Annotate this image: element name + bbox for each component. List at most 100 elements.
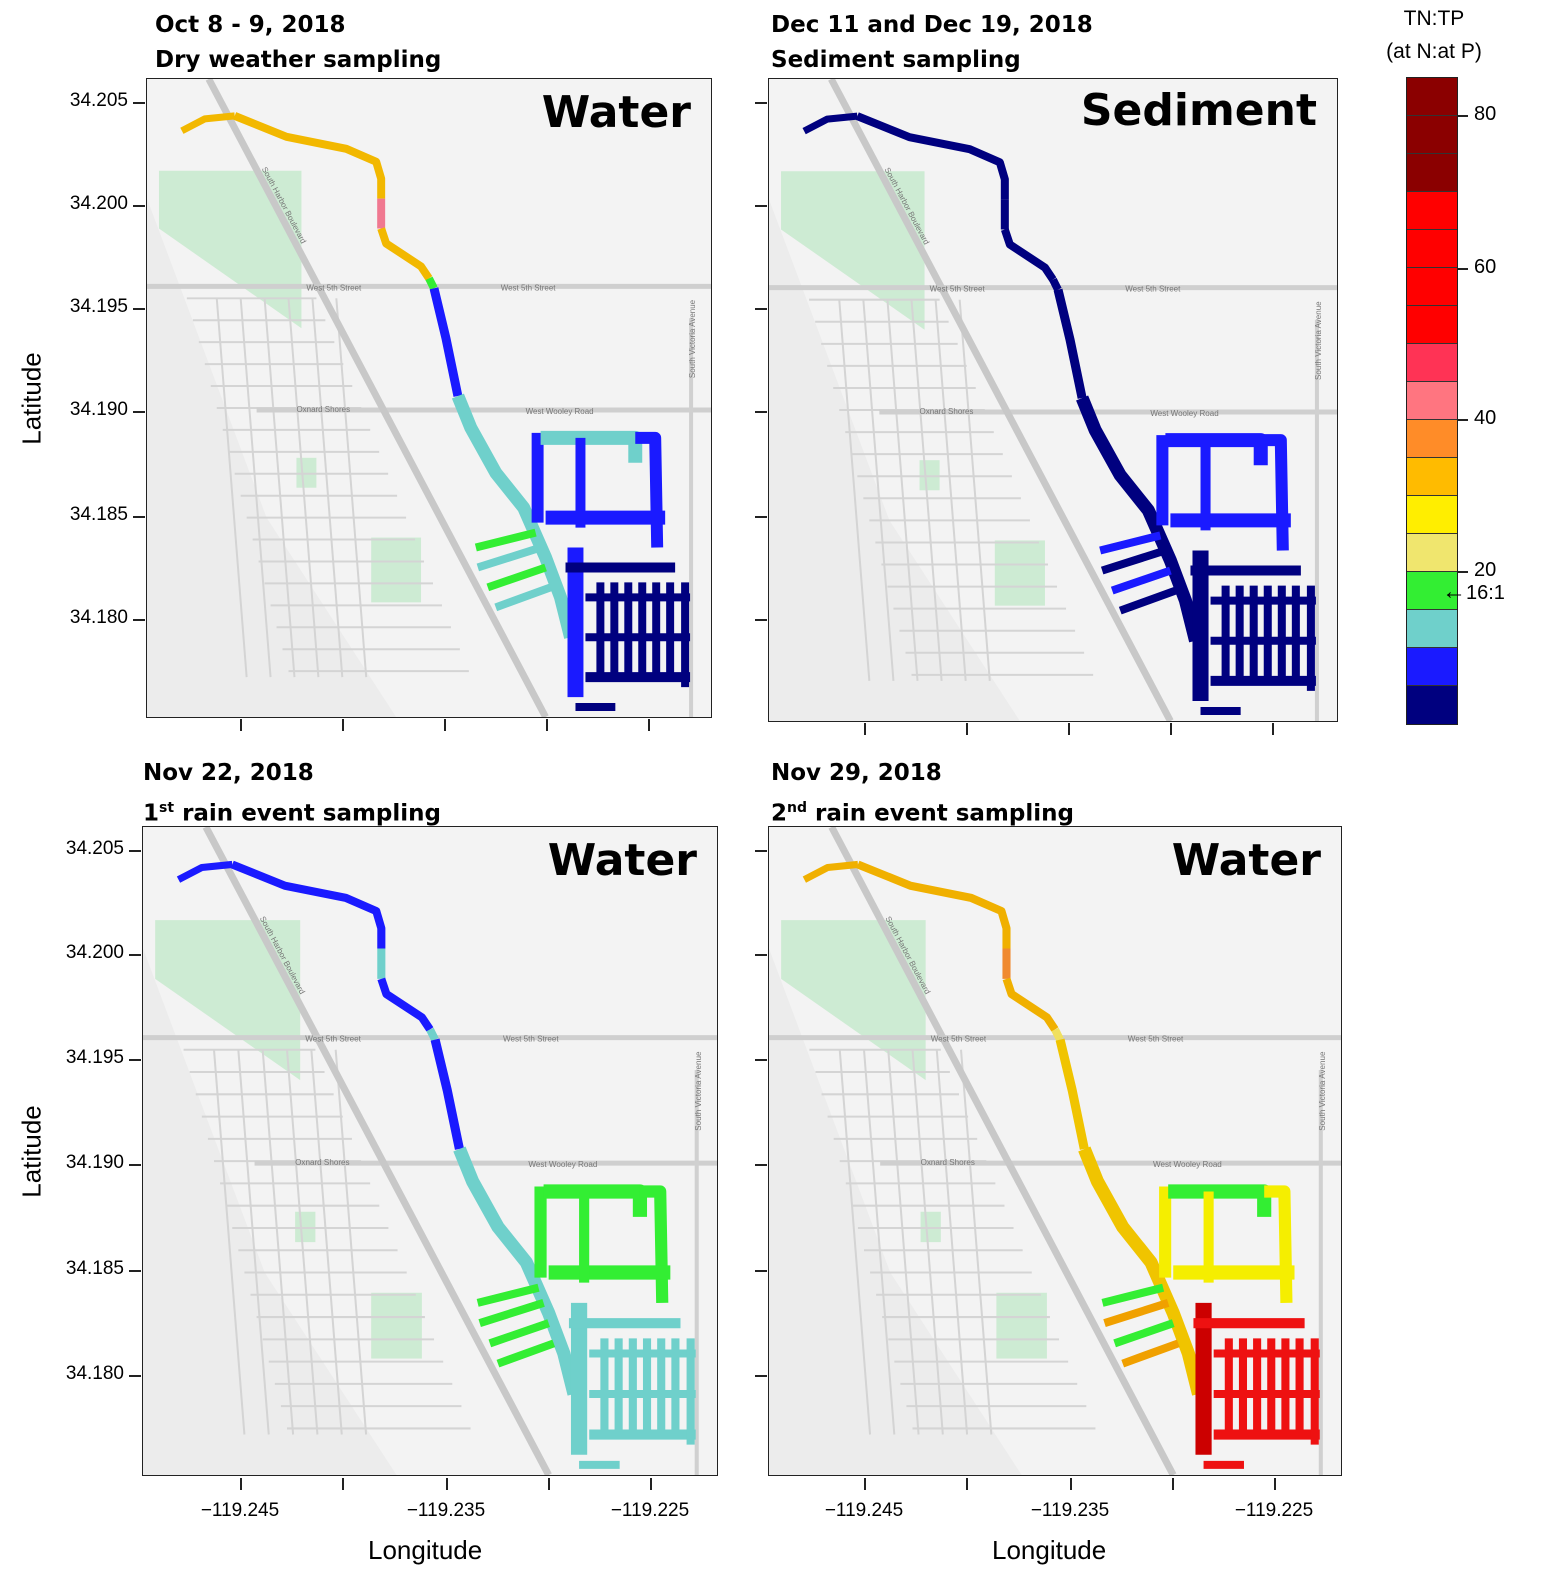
reference-ratio-label: ←16:1 <box>1442 578 1505 606</box>
color-bar-segment <box>1407 116 1457 154</box>
color-bar-tick <box>1458 419 1468 421</box>
street-grid <box>183 1048 471 1435</box>
color-bar-tick-label: 20 <box>1474 559 1497 581</box>
residential-street <box>886 299 919 681</box>
x-tick-mark <box>444 719 446 731</box>
road-label: West 5th Street <box>501 283 557 292</box>
color-bar-segment <box>1407 382 1457 420</box>
y-tick-mark <box>133 619 145 621</box>
medium-label: Water <box>541 87 691 138</box>
map-panel-rain-2: West 5th Street West 5th Street West Woole… <box>768 826 1342 1476</box>
color-bar-segment <box>1407 268 1457 306</box>
channel-segment-mid <box>1002 977 1059 1032</box>
finger-channel <box>1100 546 1167 575</box>
finger-channel <box>488 1319 550 1348</box>
road-label: West Wooley Road <box>1150 409 1218 418</box>
x-tick-mark <box>548 1478 550 1490</box>
panel-2-date: Dec 11 and Dec 19, 2018 <box>771 12 1093 38</box>
marina-channel-north <box>1165 433 1268 466</box>
color-bar-tick-label: 80 <box>1474 103 1497 125</box>
y-tick-mark <box>755 308 767 310</box>
y-tick-mark <box>755 516 767 518</box>
panel-4-date: Nov 29, 2018 <box>771 760 942 786</box>
channel-segment-teal <box>453 1146 581 1396</box>
y-tick-mark <box>129 1164 141 1166</box>
residential-street <box>285 1049 319 1435</box>
legend-title-line2: (at N:at P) <box>1386 40 1482 63</box>
y-tick-mark <box>133 411 145 413</box>
map-basemap: West 5th Street West 5th Street West Woole… <box>769 827 1341 1475</box>
y-tick-label: 34.200 <box>69 193 128 214</box>
x-tick-mark <box>1068 723 1070 735</box>
y-tick-mark <box>129 850 141 852</box>
color-bar <box>1406 77 1458 725</box>
y-tick-label: 34.190 <box>69 399 128 420</box>
channel-segment-lower <box>1053 288 1087 399</box>
x-tick-mark <box>864 1478 866 1490</box>
y-tick-label: 34.195 <box>65 1047 124 1068</box>
color-bar-tick-label: 60 <box>1474 256 1497 278</box>
residential-street <box>237 1049 270 1435</box>
color-bar-segment <box>1407 192 1457 230</box>
medium-label: Water <box>547 835 697 886</box>
x-tick-mark <box>342 719 344 731</box>
road-label: South Victoria Avenue <box>688 299 697 378</box>
finger-channel <box>1101 1283 1165 1307</box>
beach-area <box>769 948 1022 1475</box>
y-tick-mark <box>755 850 767 852</box>
residential-street <box>311 298 344 678</box>
medium-label: Water <box>1171 835 1321 886</box>
panel-1-date: Oct 8 - 9, 2018 <box>155 12 346 38</box>
y-tick-mark <box>755 619 767 621</box>
residential-street <box>960 1049 993 1435</box>
y-tick-mark <box>755 1164 767 1166</box>
color-bar-segment <box>1407 572 1457 610</box>
y-tick-label: 34.180 <box>65 1363 124 1384</box>
y-tick-mark <box>755 411 767 413</box>
channel-segment-lower <box>430 1038 464 1150</box>
panel-4-title: Nov 29, 2018 2nd rain event sampling <box>771 756 1074 832</box>
y-tick-label: 34.205 <box>65 838 124 859</box>
south-harbor-boulevard <box>828 79 1174 721</box>
road-label: Oxnard Shores <box>295 1158 349 1167</box>
road-label: West 5th Street <box>1128 1035 1184 1044</box>
x-tick-mark <box>1272 723 1274 735</box>
residential-street <box>215 298 248 678</box>
color-bar-tick <box>1458 268 1468 270</box>
y-tick-label: 34.185 <box>69 504 128 525</box>
finger-channel <box>496 1339 556 1368</box>
park-area <box>994 540 1045 606</box>
residential-street <box>887 1049 920 1435</box>
color-bar-segment <box>1407 648 1457 686</box>
channel-segment-junction <box>426 1027 439 1042</box>
channel-segment-lower <box>1055 1038 1089 1150</box>
map-panel-dry-weather: West 5th Street West 5th Street West Woole… <box>146 78 712 718</box>
x-tick-mark <box>240 1478 242 1490</box>
color-bar-segment <box>1407 154 1457 192</box>
color-bar-segment <box>1407 78 1457 116</box>
x-tick-mark <box>1274 1478 1276 1490</box>
finger-channel <box>1110 566 1172 595</box>
color-bar-tick <box>1458 571 1468 573</box>
residential-street <box>838 1049 872 1435</box>
residential-street <box>911 1049 944 1435</box>
road-label: South Victoria Avenue <box>1318 1051 1327 1131</box>
residential-street <box>239 298 272 678</box>
marina-channel-north <box>540 430 643 463</box>
channel-segment-junction <box>1049 277 1062 292</box>
residential-street <box>310 1049 343 1435</box>
residential-street <box>934 299 967 681</box>
map-basemap: West 5th Street West 5th Street West Woole… <box>143 827 717 1475</box>
x-tick-label: −119.245 <box>824 1500 904 1521</box>
residential-street <box>335 298 368 678</box>
road-label: West 5th Street <box>503 1035 559 1044</box>
channel-segment-nw <box>176 860 233 883</box>
channel-segment-upper <box>230 860 386 949</box>
finger-channel <box>476 543 542 572</box>
y-tick-mark <box>133 102 145 104</box>
x-tick-mark <box>446 1478 448 1490</box>
south-harbor-boulevard <box>828 827 1177 1475</box>
channel-segment-nw <box>802 112 858 135</box>
x-tick-mark <box>1170 723 1172 735</box>
channel-segment-mid <box>377 227 433 281</box>
